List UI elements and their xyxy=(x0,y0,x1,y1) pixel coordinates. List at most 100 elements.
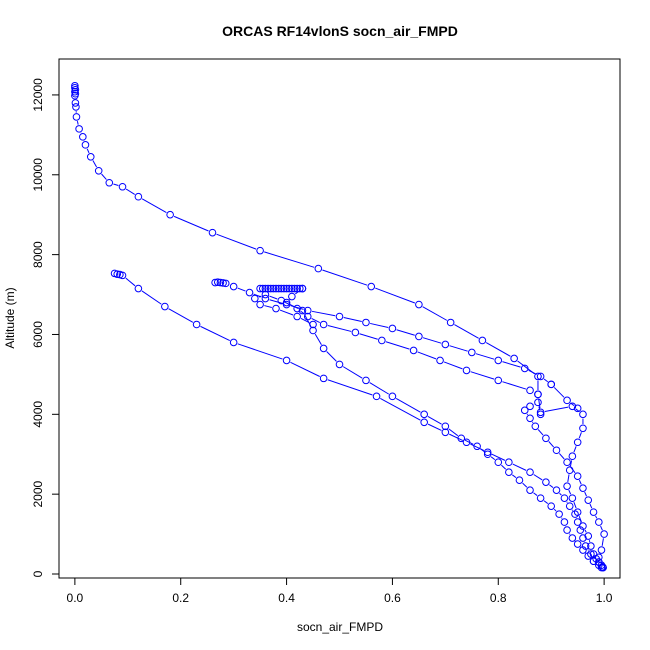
data-point xyxy=(208,228,217,237)
data-point xyxy=(563,396,571,405)
y-tick-label: 4000 xyxy=(31,401,45,428)
series-line-segment xyxy=(589,503,593,509)
x-tick-label: 1.0 xyxy=(596,591,613,605)
series-line-segment xyxy=(269,295,278,300)
data-point xyxy=(285,284,294,293)
data-point xyxy=(462,366,471,375)
data-point xyxy=(335,360,344,369)
data-point xyxy=(473,442,481,451)
series-line-segment xyxy=(559,492,562,496)
series-line-segment xyxy=(501,464,507,470)
data-point xyxy=(536,408,545,417)
series-line-segment xyxy=(548,441,555,448)
data-series xyxy=(71,81,608,572)
series-line-segment xyxy=(531,421,534,423)
data-point xyxy=(483,448,492,457)
series-line-segment xyxy=(327,379,373,396)
data-point xyxy=(388,392,397,401)
data-point xyxy=(378,336,386,345)
series-line-segment xyxy=(237,287,246,292)
data-point xyxy=(505,458,513,467)
data-point xyxy=(568,452,577,461)
y-axis: 0 2000 4000 6000 8000 10000 12000 xyxy=(31,78,59,577)
data-point xyxy=(110,269,119,278)
data-point xyxy=(335,312,344,321)
data-point xyxy=(71,99,80,107)
data-point xyxy=(584,496,593,504)
data-point xyxy=(600,530,608,538)
series-line-segment xyxy=(264,305,272,308)
series-line-segment xyxy=(537,429,544,436)
data-point xyxy=(520,364,529,373)
x-axis-label: socn_air_FMPD xyxy=(297,620,383,634)
series-line-segment xyxy=(269,299,283,304)
data-point xyxy=(166,210,174,219)
data-point xyxy=(219,279,227,287)
series-line-segment xyxy=(359,333,378,340)
series-line-segment xyxy=(86,148,90,154)
data-point xyxy=(579,546,587,554)
series-line-segment xyxy=(533,492,538,496)
data-point xyxy=(282,298,291,307)
series-line-segment xyxy=(385,341,410,350)
data-point xyxy=(415,332,423,341)
data-point xyxy=(494,356,503,365)
data-point xyxy=(468,348,476,357)
data-point xyxy=(266,284,275,293)
data-point xyxy=(457,434,466,443)
data-point xyxy=(420,410,428,419)
series-line-segment xyxy=(526,413,529,415)
series-line-segment xyxy=(595,515,598,519)
data-point xyxy=(571,510,579,518)
series-line-segment xyxy=(326,351,337,362)
y-axis-label: Altitude (m) xyxy=(3,287,17,348)
data-point xyxy=(388,324,397,333)
data-point xyxy=(526,386,534,395)
data-point xyxy=(526,486,534,494)
series-line-segment xyxy=(511,474,517,478)
data-point xyxy=(71,81,79,90)
data-point xyxy=(441,422,450,431)
series-line-segment xyxy=(448,428,459,437)
data-point xyxy=(573,472,582,480)
data-point xyxy=(563,458,571,467)
data-point xyxy=(75,125,83,133)
data-point xyxy=(409,346,418,355)
data-point xyxy=(211,278,219,287)
data-point xyxy=(277,284,286,293)
series-line-segment xyxy=(200,325,231,342)
data-point xyxy=(584,552,593,560)
series-line-segment xyxy=(101,173,107,180)
y-tick-label: 0 xyxy=(31,570,45,577)
series-line-segment xyxy=(427,423,442,431)
data-point xyxy=(81,141,90,149)
series-line-segment xyxy=(571,509,574,511)
data-point xyxy=(531,422,540,431)
data-point xyxy=(296,284,304,293)
series-line-segment xyxy=(314,333,322,345)
series-line-segment xyxy=(395,398,421,413)
data-point xyxy=(441,428,450,437)
data-point xyxy=(563,482,571,490)
series-line-segment xyxy=(422,337,442,344)
data-point xyxy=(251,294,259,303)
series-line-segment xyxy=(417,351,437,360)
data-point xyxy=(579,534,587,542)
data-point xyxy=(436,356,444,365)
series xyxy=(211,278,555,389)
series-line-segment xyxy=(427,415,442,425)
chart-title: ORCAS RF14vlonS socn_air_FMPD xyxy=(222,23,458,39)
data-point xyxy=(547,380,555,389)
series-line-segment xyxy=(141,290,162,305)
series xyxy=(251,290,606,572)
series-line-segment xyxy=(237,343,283,360)
series-line-segment xyxy=(522,482,528,488)
series-line-segment xyxy=(528,369,537,375)
series-line-segment xyxy=(485,342,511,357)
data-point xyxy=(483,450,492,459)
data-point xyxy=(216,278,225,287)
series-line-segment xyxy=(584,529,587,533)
data-point xyxy=(555,510,563,518)
series-line-segment xyxy=(568,489,572,495)
